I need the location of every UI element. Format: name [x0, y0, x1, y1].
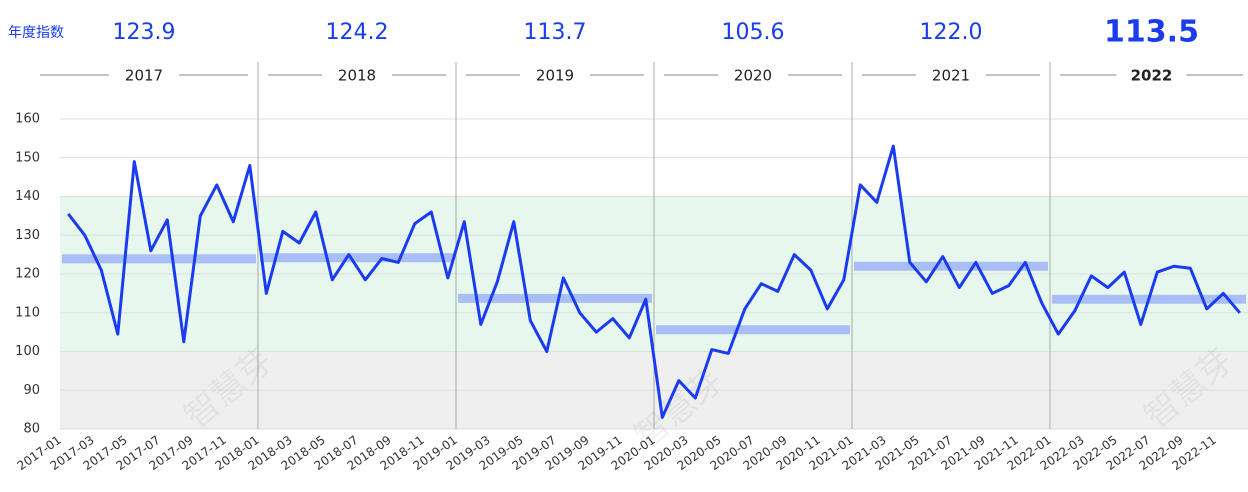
y-tick-label: 100	[15, 344, 40, 359]
series-line	[67, 144, 1241, 419]
year-label: 2021	[932, 67, 970, 85]
annual-value: 123.9	[113, 20, 176, 45]
year-label: 2018	[338, 67, 376, 85]
annual-value: 113.7	[524, 20, 587, 45]
year-label: 2022	[1131, 67, 1173, 85]
annual-value: 124.2	[326, 20, 389, 45]
y-tick-label: 110	[15, 305, 40, 320]
year-label: 2017	[125, 67, 163, 85]
y-tick-label: 140	[15, 189, 40, 204]
y-tick-label: 90	[23, 383, 40, 398]
y-tick-label: 80	[23, 422, 40, 437]
y-tick-label: 120	[15, 267, 40, 282]
annual-value: 122.0	[920, 20, 983, 45]
annual-value: 113.5	[1104, 15, 1199, 50]
y-tick-label: 130	[15, 228, 40, 243]
year-label: 2020	[734, 67, 772, 85]
year-label: 2019	[536, 67, 574, 85]
annual-value: 105.6	[722, 20, 785, 45]
annual-label: 年度指数	[8, 25, 64, 41]
y-tick-label: 160	[15, 112, 40, 127]
y-tick-label: 150	[15, 150, 40, 165]
